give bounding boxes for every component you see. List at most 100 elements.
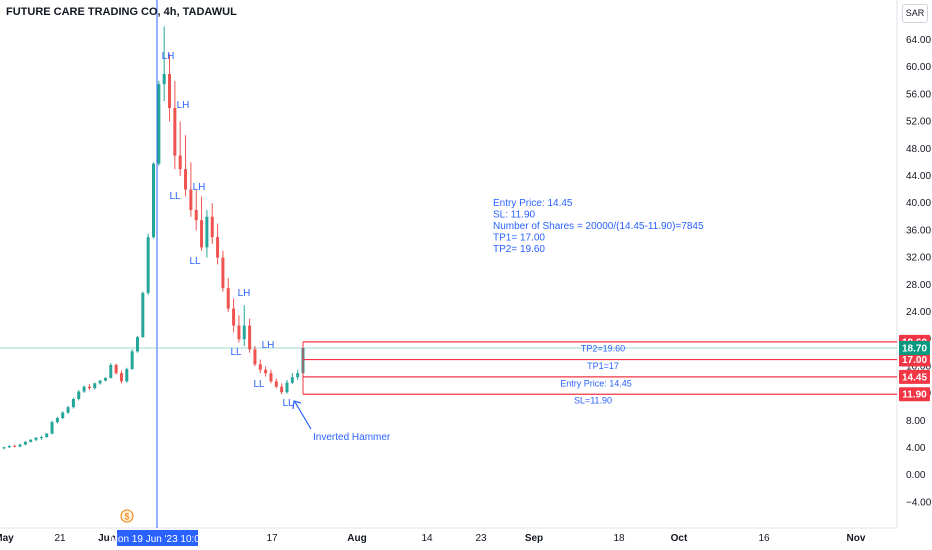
trade-note-line: TP2= 19.60 <box>493 244 545 255</box>
candle-body <box>13 445 17 447</box>
wave-label: LL <box>253 379 265 390</box>
candle-body <box>71 399 75 408</box>
y-tick-label: 28.00 <box>906 280 931 291</box>
level-price-tag-text: 11.90 <box>902 390 927 401</box>
y-tick-label: 56.00 <box>906 89 931 100</box>
candle-body <box>232 308 236 326</box>
y-tick-label: 36.00 <box>906 225 931 236</box>
candle-body <box>39 437 43 439</box>
y-tick-label: 32.00 <box>906 253 931 264</box>
dividend-icon <box>120 509 134 523</box>
candle-body <box>237 325 241 340</box>
x-tick-label: 16 <box>758 533 770 544</box>
level-label: Entry Price: 14.45 <box>560 378 632 388</box>
y-tick-label: 40.00 <box>906 198 931 209</box>
last-price-tag-text: 18.70 <box>902 344 927 355</box>
level-price-tag <box>899 352 930 367</box>
candle-body <box>66 407 70 413</box>
level-price-tag-text: 14.45 <box>902 372 927 383</box>
candle-body <box>280 386 284 393</box>
trade-note-line: SL: 11.90 <box>493 210 536 221</box>
level-price-tag <box>899 387 930 402</box>
candle-body <box>269 373 273 382</box>
wave-label: LH <box>193 182 206 193</box>
time-axis[interactable]: May 21 Jun 17 Aug 14 23 Sep 18 Oct 16 Nov Mon 19 Jun… <box>0 530 866 546</box>
wave-label: LH <box>162 51 175 62</box>
y-tick-label: 64.00 <box>906 35 931 46</box>
candle-body <box>194 209 198 221</box>
y-tick-label: 44.00 <box>906 171 931 182</box>
candle-body <box>226 288 230 309</box>
y-tick-label: 60.00 <box>906 62 931 73</box>
candle-body <box>146 237 150 293</box>
wave-label: LH <box>262 340 275 351</box>
candles <box>2 26 305 450</box>
y-tick-label: 52.00 <box>906 117 931 128</box>
candle-body <box>103 377 107 381</box>
currency-button[interactable]: SAR <box>902 4 928 23</box>
crosshair-time-box <box>117 530 198 546</box>
candle-body <box>168 73 172 108</box>
wave-label: LH <box>177 100 190 111</box>
y-tick-label: 48.00 <box>906 144 931 155</box>
candle-body <box>135 337 139 352</box>
candle-body <box>173 107 177 156</box>
wave-annotations: $ LH LH LL LH LL LH LL LH LL LL Inverted Hammer Entr… <box>120 51 704 523</box>
candle-body <box>34 437 38 440</box>
candle-body <box>285 382 289 393</box>
candle-body <box>87 386 91 389</box>
candle-body <box>93 383 97 389</box>
last-price-tag <box>899 341 930 355</box>
candle-body <box>274 381 278 387</box>
candle-body <box>253 349 257 365</box>
grid-lines <box>0 0 898 529</box>
candle-body <box>290 377 294 383</box>
wave-label: LL <box>189 256 201 267</box>
price-axis[interactable]: 64.00 60.00 56.00 52.00 48.00 44.00 40.00 36.00… <box>899 35 932 508</box>
inverted-hammer-label: Inverted Hammer <box>313 432 391 443</box>
x-tick-label: May <box>0 533 14 544</box>
candle-body <box>221 257 225 289</box>
x-tick-label: Nov <box>847 533 866 544</box>
candle-body <box>77 391 81 399</box>
candle-body <box>178 155 182 170</box>
x-tick-label: Aug <box>347 533 366 544</box>
candle-body <box>296 373 300 378</box>
y-tick-label: 0.00 <box>906 470 926 481</box>
x-tick-label: Jun <box>98 533 116 544</box>
level-label: SL=11.90 <box>574 396 612 406</box>
arrow-shaft <box>294 401 312 430</box>
trade-note-line: TP1= 17.00 <box>493 233 545 244</box>
chart-title: FUTURE CARE TRADING CO, 4h, TADAWUL <box>6 6 237 18</box>
dividend-marker: $ <box>124 512 129 522</box>
y-tick-label: 16.00 <box>906 361 931 372</box>
candle-body <box>29 439 33 442</box>
candle-body <box>162 73 166 85</box>
level-label: TP2=19.60 <box>581 343 625 353</box>
candle-body <box>258 364 262 370</box>
candle-body <box>189 189 193 210</box>
x-tick-label: 14 <box>421 533 433 544</box>
candle-body <box>248 325 252 350</box>
x-tick-label: 23 <box>475 533 487 544</box>
candle-body <box>2 447 6 449</box>
level-price-tag-text: 17.00 <box>902 355 927 366</box>
candle-body <box>98 380 102 384</box>
candle-body <box>7 445 11 448</box>
candle-body <box>23 441 27 445</box>
candle-body <box>141 292 145 338</box>
candle-body <box>157 84 161 164</box>
candle-body <box>200 220 204 248</box>
wave-label: LH <box>238 288 251 299</box>
candle-body <box>130 351 134 370</box>
candle-body <box>205 216 209 248</box>
candle-body <box>109 365 113 378</box>
level-price-tag <box>899 369 930 384</box>
candle-body <box>264 369 268 374</box>
candle-body <box>45 433 49 438</box>
crosshair-time-label: Mon 19 Jun '23 10:00 <box>110 534 206 545</box>
candle-body <box>61 412 65 419</box>
candle-body <box>242 325 246 340</box>
candle-body <box>184 169 188 190</box>
